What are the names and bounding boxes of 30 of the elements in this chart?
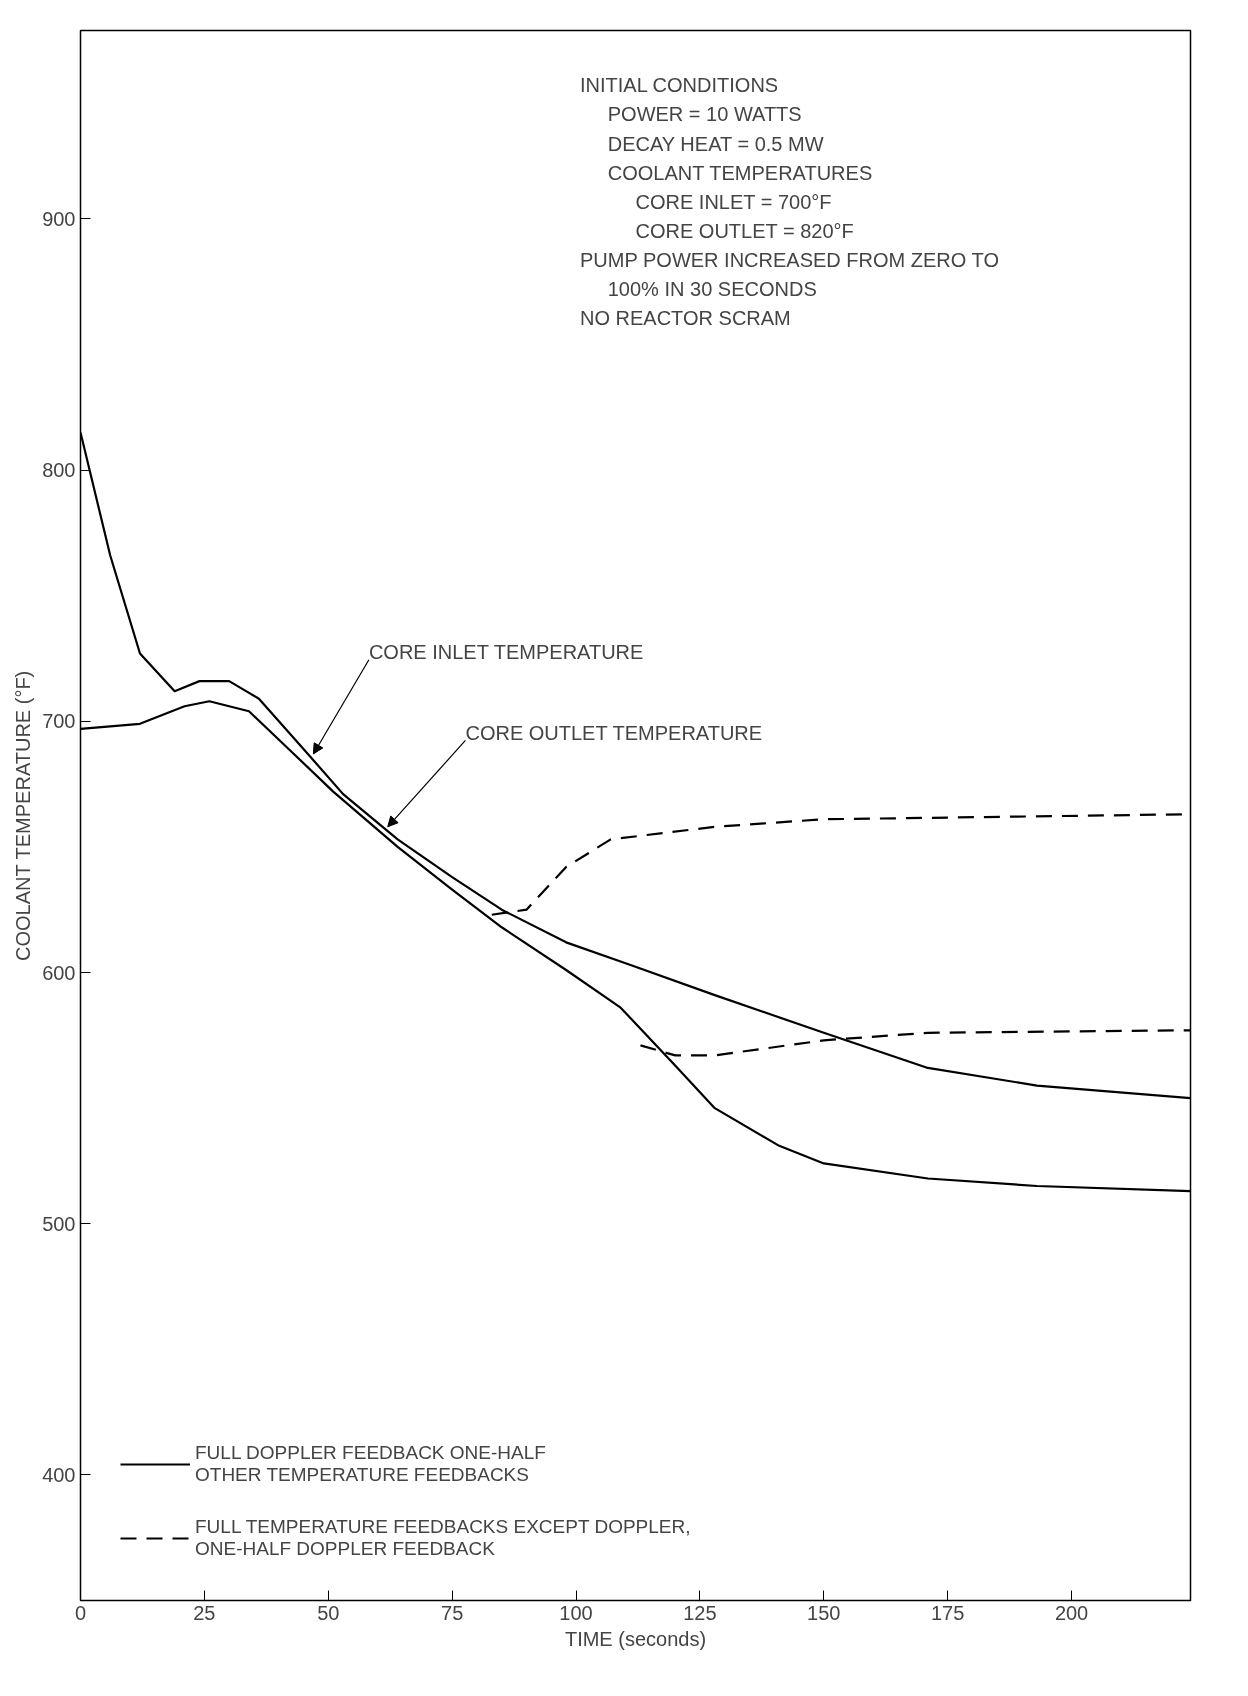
legend-label: FULL DOPPLER FEEDBACK ONE-HALF OTHER TEMPERATURE FEEDBACKS [195,1442,546,1486]
annotation: INITIAL CONDITIONS [580,74,779,97]
annotation: POWER = 10 WATTS [607,103,802,126]
annotation: 100% IN 30 SECONDS [607,277,817,300]
annotation: NO REACTOR SCRAM [580,306,791,329]
y-tick-label: 900 [42,207,76,230]
y-axis-title: COOLANT TEMPERATURE (°F) [12,670,35,961]
annotation: CORE OUTLET TEMPERATURE [465,721,763,744]
annotation: PUMP POWER INCREASED FROM ZERO TO [580,248,999,271]
y-tick-label: 700 [42,710,76,733]
x-tick-label: 125 [683,1601,717,1624]
annotation: DECAY HEAT = 0.5 MW [607,132,824,155]
y-tick-label: 400 [42,1463,76,1486]
annotation: CORE OUTLET = 820°F [635,219,854,242]
legend-label: FULL TEMPERATURE FEEDBACKS EXCEPT DOPPLER, ONE-HALF DOPPLER FEEDBACK [195,1516,691,1560]
x-tick-label: 25 [193,1601,216,1624]
annotation: CORE INLET TEMPERATURE [368,640,644,663]
x-tick-label: 150 [807,1601,841,1624]
y-tick-label: 500 [42,1212,76,1235]
x-axis-title: TIME (seconds) [564,1627,707,1650]
x-tick-label: 100 [559,1601,593,1624]
annotation: COOLANT TEMPERATURES [607,161,873,184]
x-tick-label: 50 [317,1601,340,1624]
x-tick-label: 200 [1054,1601,1089,1624]
y-tick-label: 800 [42,459,76,482]
y-tick-label: 600 [42,961,76,984]
annotation: CORE INLET = 700°F [635,190,832,213]
x-tick-label: 0 [74,1601,87,1624]
x-tick-label: 75 [441,1601,464,1624]
x-tick-label: 175 [931,1601,965,1624]
